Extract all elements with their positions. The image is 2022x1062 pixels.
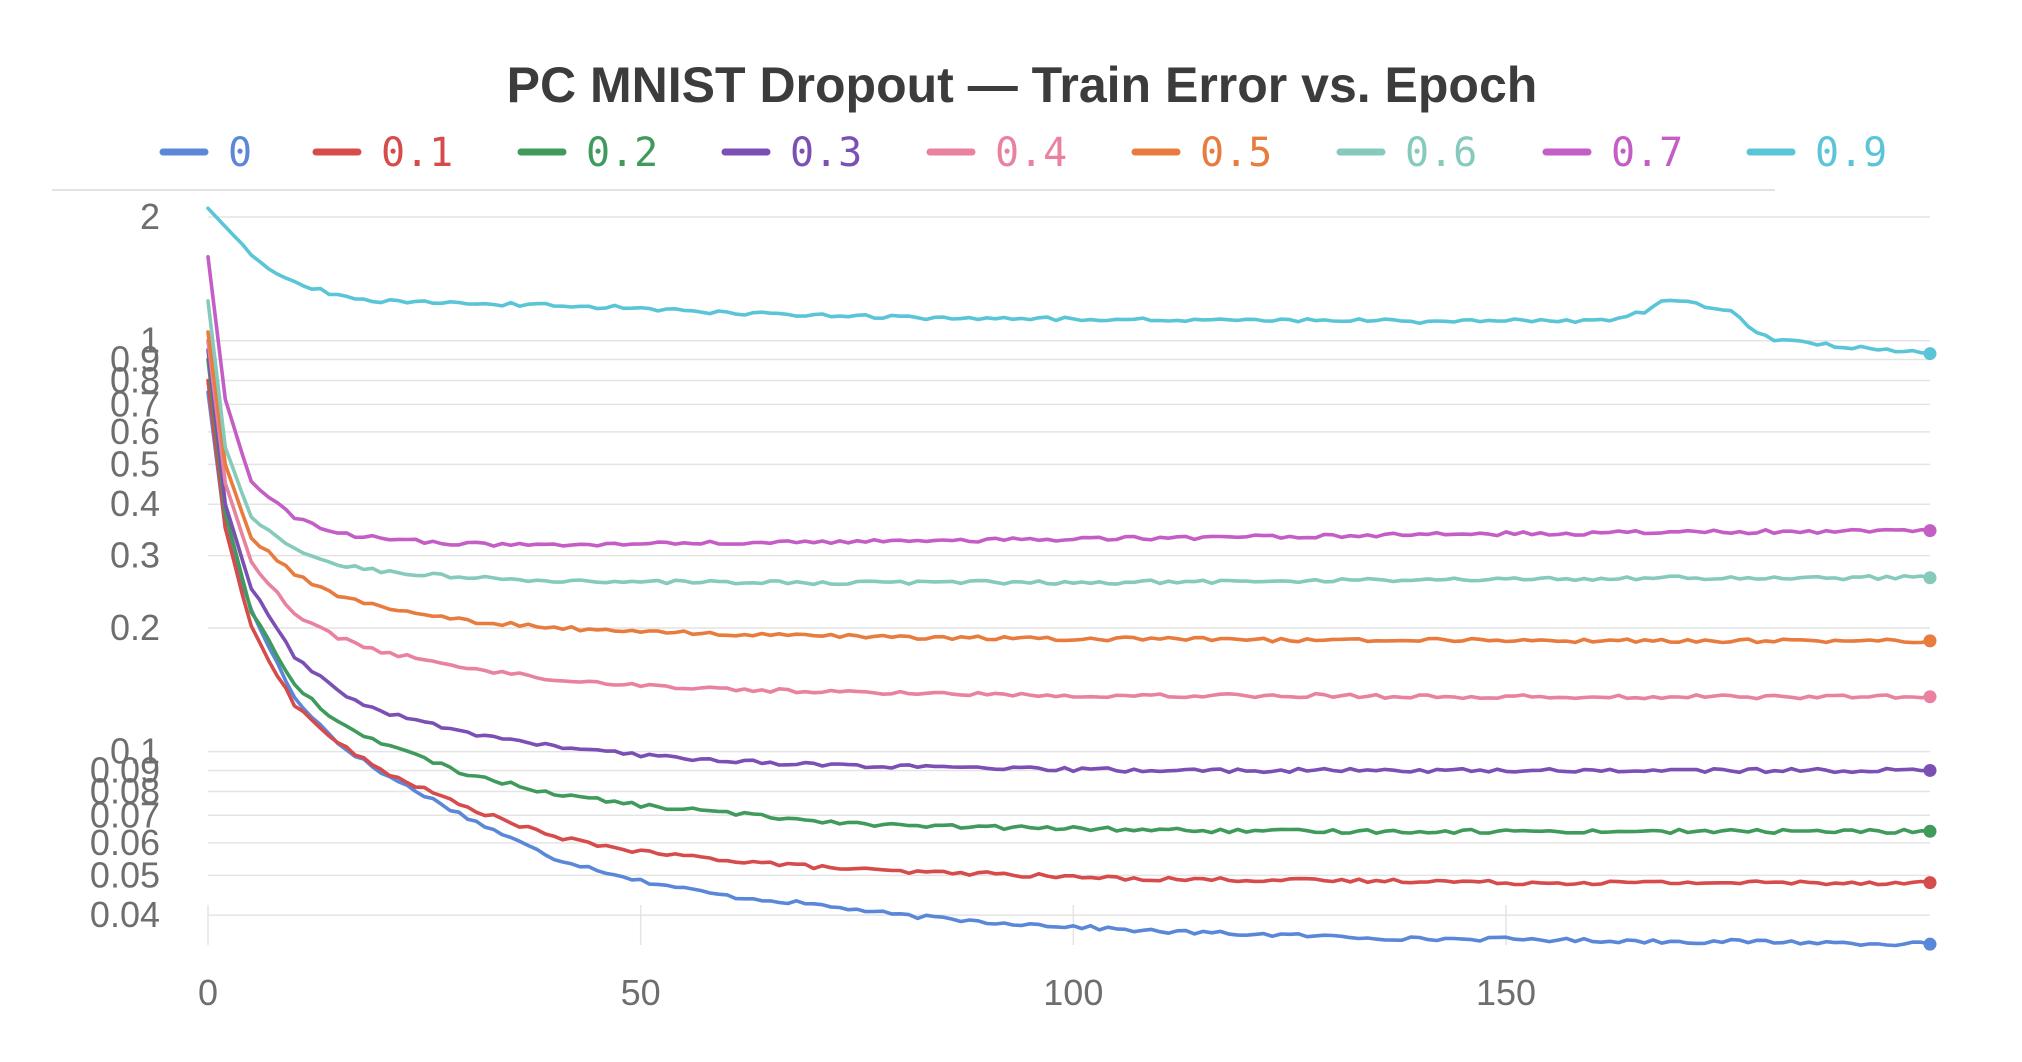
series-end-marker-0.4 bbox=[1923, 690, 1937, 704]
x-tick-label: 0 bbox=[198, 972, 218, 1013]
legend: 0 0.1 0.2 0.3 0.4 0.5 0.6 0.7 0.9 bbox=[159, 130, 1887, 176]
series-end-marker-0.2 bbox=[1923, 824, 1937, 838]
legend-label-0.6: 0.6 bbox=[1405, 130, 1477, 176]
series-end-marker-0.9 bbox=[1923, 347, 1937, 361]
y-tick-label: 0.04 bbox=[90, 894, 160, 935]
series-end-marker-0.5 bbox=[1923, 634, 1937, 648]
legend-label-0.4: 0.4 bbox=[995, 130, 1067, 176]
legend-label-0.7: 0.7 bbox=[1611, 130, 1683, 176]
y-tick-label: 0.8 bbox=[110, 360, 160, 401]
y-tick-label: 0.9 bbox=[110, 339, 160, 380]
legend-label-0.9: 0.9 bbox=[1815, 130, 1887, 176]
series-line-0.5 bbox=[206, 330, 1932, 645]
series-end-marker-0.1 bbox=[1923, 876, 1937, 890]
y-tick-label: 0.6 bbox=[110, 411, 160, 452]
x-tick-label: 50 bbox=[621, 972, 661, 1013]
series-line-0.6 bbox=[206, 299, 1932, 587]
y-tick-label: 0.07 bbox=[90, 794, 160, 835]
y-tick-label: 0.06 bbox=[90, 822, 160, 863]
series-end-marker-0.6 bbox=[1923, 571, 1937, 585]
y-tick-label: 0.08 bbox=[90, 770, 160, 811]
legend-label-0: 0 bbox=[228, 130, 252, 176]
series-line-0.1 bbox=[206, 378, 1932, 887]
series-end-marker-0.3 bbox=[1923, 763, 1937, 777]
y-tick-label: 0.7 bbox=[110, 383, 160, 424]
y-tick-label: 0.4 bbox=[110, 483, 160, 524]
plot-area bbox=[206, 206, 1937, 951]
series-line-0 bbox=[206, 390, 1932, 948]
x-axis: 0 50 100 150 bbox=[198, 972, 1536, 1013]
series-line-0.9 bbox=[206, 206, 1932, 356]
y-tick-label: 0.09 bbox=[90, 749, 160, 790]
y-tick-label: 0.3 bbox=[110, 535, 160, 576]
x-tick-label: 150 bbox=[1476, 972, 1536, 1013]
y-tick-label: 0.2 bbox=[110, 607, 160, 648]
series-line-0.7 bbox=[206, 255, 1932, 548]
y-tick-label: 0.05 bbox=[90, 854, 160, 895]
y-tick-label: 2 bbox=[140, 196, 160, 237]
legend-label-0.3: 0.3 bbox=[790, 130, 862, 176]
series-end-marker-0.7 bbox=[1923, 524, 1937, 538]
legend-label-0.2: 0.2 bbox=[586, 130, 658, 176]
series-end-marker-0 bbox=[1923, 937, 1937, 951]
series-line-0.3 bbox=[206, 348, 1932, 775]
y-tick-label: 0.1 bbox=[110, 731, 160, 772]
y-tick-label: 1 bbox=[140, 320, 160, 361]
series-line-0.2 bbox=[206, 357, 1932, 836]
legend-label-0.5: 0.5 bbox=[1200, 130, 1272, 176]
x-tick-label: 100 bbox=[1043, 972, 1103, 1013]
legend-label-0.1: 0.1 bbox=[381, 130, 453, 176]
grid bbox=[207, 216, 1930, 945]
chart-title: PC MNIST Dropout — Train Error vs. Epoch bbox=[507, 57, 1538, 113]
y-axis: 0.040.050.060.070.080.090.10.20.30.40.50… bbox=[90, 196, 160, 935]
series-line-0.4 bbox=[206, 338, 1932, 701]
y-tick-label: 0.5 bbox=[110, 443, 160, 484]
